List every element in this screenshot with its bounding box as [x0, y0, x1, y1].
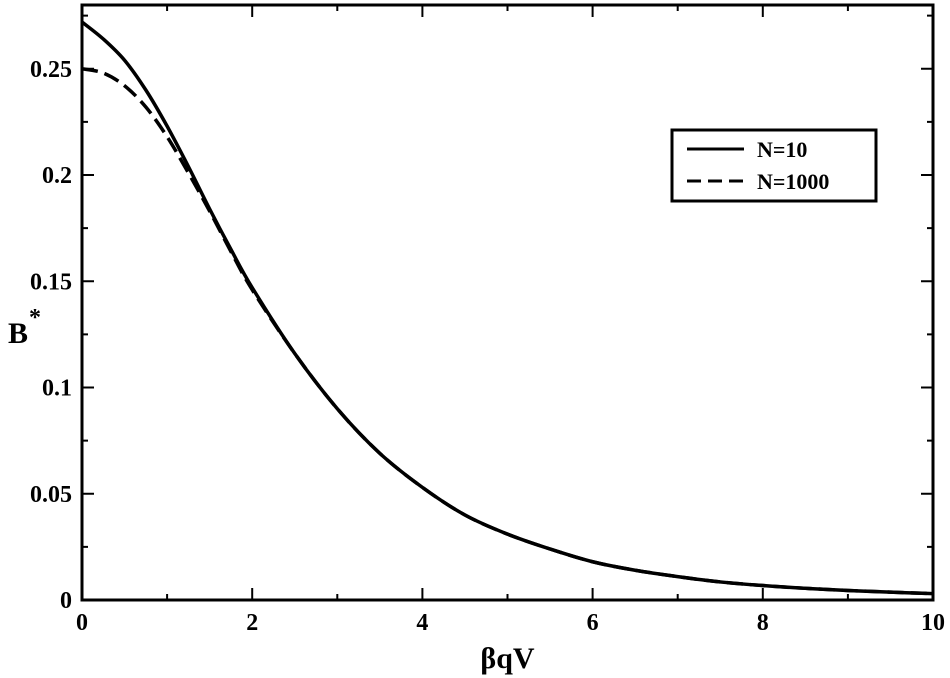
x-tick-label: 0 [76, 610, 88, 636]
y-tick-label: 0.05 [30, 482, 72, 508]
y-axis-label-main: B [8, 317, 28, 350]
y-axis-ticks: 0 0.05 0.1 0.15 0.2 0.25 [30, 14, 933, 614]
plot-frame [80, 3, 935, 602]
legend-box [670, 128, 878, 203]
x-tick-label: 4 [416, 610, 428, 636]
x-tick-label: 10 [921, 610, 945, 636]
series-lines [80, 20, 934, 596]
y-tick-label: 0 [60, 588, 72, 614]
legend-label-n10: N=10 [757, 137, 807, 162]
x-axis-ticks: 0 2 4 6 8 10 [76, 5, 945, 636]
y-tick-label: 0.2 [42, 163, 72, 189]
x-tick-label: 2 [246, 610, 258, 636]
legend: N=10 N=1000 [670, 128, 878, 203]
y-tick-label: 0.15 [30, 269, 72, 295]
y-tick-label: 0.1 [42, 376, 72, 402]
y-tick-label: 0.25 [30, 57, 72, 83]
legend-label-n1000: N=1000 [757, 169, 829, 194]
x-axis-label: βqV [480, 642, 534, 675]
series-line-n1000 [81, 67, 934, 596]
y-axis-label-superscript: * [29, 305, 41, 331]
x-tick-label: 6 [587, 610, 599, 636]
series-line-n10 [80, 20, 934, 596]
x-tick-label: 8 [757, 610, 769, 636]
y-axis-label: B * [8, 305, 41, 350]
